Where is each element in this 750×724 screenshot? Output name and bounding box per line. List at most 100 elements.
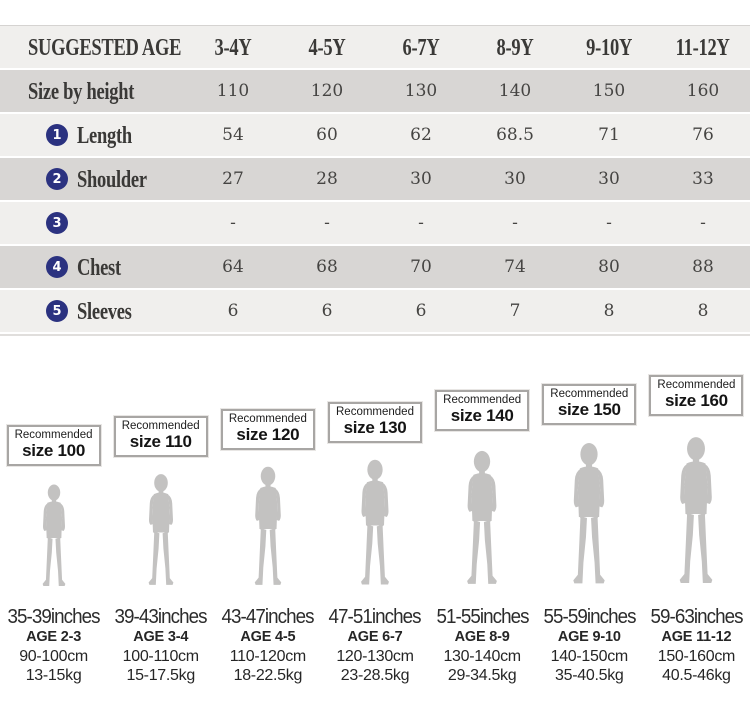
- recommended-size-box: Recommended size 140: [435, 390, 530, 431]
- table-cell: 6: [415, 301, 427, 321]
- inches-range: 51-55inches: [436, 606, 529, 628]
- recommended-size-box: Recommended size 160: [649, 375, 744, 416]
- inches-range: 39-43inches: [114, 606, 208, 628]
- label-column-size-130: 47-51inches AGE 6-7 120-130cm 23-28.5kg: [321, 606, 428, 685]
- age-range: AGE 3-4: [133, 629, 189, 645]
- table-row-sleeves: 5 Sleeves 6 6 6 7 8 8: [0, 290, 750, 332]
- table-row-shoulder: 2 Shoulder 27 28 30 30 30 33: [0, 158, 750, 200]
- row-label: Length: [77, 120, 132, 149]
- table-row-chest: 4 Chest 64 68 70 74 80 88: [0, 246, 750, 288]
- row-number-badge: 1: [46, 124, 68, 146]
- table-cell: 6: [227, 301, 239, 321]
- row-label-cell: 2 Shoulder: [0, 164, 186, 193]
- recommended-size-box: Recommended size 130: [327, 402, 422, 443]
- table-cell: -: [230, 213, 236, 233]
- row-label-cell: 1 Length: [0, 120, 186, 149]
- weight-range-kg: 18-22.5kg: [233, 667, 303, 684]
- size-guide-figures: Recommended size 100 Recommended size 11…: [0, 373, 750, 599]
- label-column-size-140: 51-55inches AGE 8-9 130-140cm 29-34.5kg: [429, 606, 536, 685]
- label-column-size-110: 39-43inches AGE 3-4 100-110cm 15-17.5kg: [107, 606, 214, 685]
- size-guide-labels: 35-39inches AGE 2-3 90-100cm 13-15kg 39-…: [0, 606, 750, 685]
- label-column-size-160: 59-63inches AGE 11-12 150-160cm 40.5-46k…: [643, 606, 750, 685]
- inches-range: 47-51inches: [328, 606, 422, 628]
- age-range: AGE 8-9: [454, 629, 510, 645]
- table-cell: 33: [692, 169, 714, 189]
- row-label-cell: Size by height: [0, 76, 186, 105]
- label-column-size-120: 43-47inches AGE 4-5 110-120cm 18-22.5kg: [214, 606, 321, 685]
- table-cell: 80: [598, 257, 620, 277]
- table-cell: 110: [216, 81, 250, 101]
- table-cell: 76: [692, 125, 714, 145]
- label-column-size-150: 55-59inches AGE 9-10 140-150cm 35-40.5kg: [536, 606, 643, 685]
- table-cell: 60: [316, 125, 338, 145]
- row-label: Size by height: [28, 76, 135, 105]
- weight-range-kg: 15-17.5kg: [126, 667, 195, 684]
- table-header-row: SUGGESTED AGE 3-4Y 4-5Y 6-7Y 8-9Y 9-10Y …: [0, 26, 750, 68]
- table-cell: 68: [316, 257, 338, 277]
- recommended-size-box: Recommended size 120: [220, 409, 315, 450]
- table-cell: 28: [316, 169, 338, 189]
- table-cell: 27: [222, 169, 244, 189]
- inches-range: 35-39inches: [7, 606, 101, 628]
- label-column-size-100: 35-39inches AGE 2-3 90-100cm 13-15kg: [0, 606, 107, 685]
- table-row-3: 3 - - - - - -: [0, 202, 750, 244]
- table-cell: 30: [504, 169, 526, 189]
- weight-range-kg: 40.5-46kg: [662, 667, 731, 684]
- table-cell: 70: [410, 257, 432, 277]
- row-number-badge: 2: [46, 168, 68, 190]
- figure-column-size-120: Recommended size 120: [214, 373, 321, 599]
- table-cell: 8: [603, 301, 615, 321]
- row-label-cell: 5 Sleeves: [0, 297, 186, 324]
- table-cell: 30: [410, 169, 432, 189]
- age-column-header: 9-10Y: [586, 32, 632, 61]
- weight-range-kg: 29-34.5kg: [447, 667, 517, 684]
- size-chart-page: SUGGESTED AGE 3-4Y 4-5Y 6-7Y 8-9Y 9-10Y …: [0, 25, 750, 724]
- inches-range: 59-63inches: [650, 606, 743, 628]
- table-cell: 140: [498, 81, 532, 101]
- table-cell: 71: [598, 125, 620, 145]
- table-cell: 8: [697, 301, 709, 321]
- table-cell: 62: [410, 125, 432, 145]
- child-silhouette: [458, 449, 506, 593]
- suggested-age-label: SUGGESTED AGE: [28, 32, 182, 61]
- height-range-cm: 120-130cm: [336, 648, 414, 665]
- table-cell: -: [324, 213, 330, 233]
- table-cell: 6: [321, 301, 333, 321]
- row-label-cell: 3: [0, 212, 186, 234]
- inches-range: 55-59inches: [543, 606, 636, 628]
- figure-column-size-150: Recommended size 150: [536, 373, 643, 599]
- weight-range-kg: 13-15kg: [25, 667, 82, 684]
- row-label-cell: 4 Chest: [0, 252, 186, 281]
- child-silhouette: [246, 465, 289, 593]
- child-silhouette: [35, 483, 72, 593]
- table-row-length: 1 Length 54 60 62 68.5 71 76: [0, 114, 750, 156]
- table-cell: -: [418, 213, 424, 233]
- recommended-size-box: Recommended size 100: [6, 425, 101, 466]
- table-cell: -: [700, 213, 706, 233]
- table-cell: 7: [509, 301, 521, 321]
- row-label: Chest: [77, 252, 121, 281]
- row-number-badge: 3: [46, 212, 68, 234]
- row-label: Shoulder: [77, 164, 147, 193]
- table-cell: 68.5: [496, 125, 534, 145]
- figure-column-size-100: Recommended size 100: [0, 373, 107, 599]
- age-range: AGE 9-10: [557, 629, 621, 645]
- table-cell: 130: [404, 81, 438, 101]
- recommended-size-box: Recommended size 150: [542, 384, 637, 425]
- age-column-header: 11-12Y: [676, 32, 730, 61]
- height-range-cm: 110-120cm: [229, 648, 306, 665]
- age-column-header: 8-9Y: [496, 32, 534, 61]
- table-cell: -: [512, 213, 518, 233]
- recommended-size-box: Recommended size 110: [113, 416, 208, 457]
- table-cell: 54: [222, 125, 244, 145]
- child-silhouette: [141, 472, 181, 593]
- inches-range: 43-47inches: [221, 606, 315, 628]
- height-range-cm: 90-100cm: [19, 648, 88, 665]
- child-silhouette: [352, 458, 397, 593]
- age-range: AGE 6-7: [347, 629, 403, 645]
- age-column-header: 3-4Y: [214, 32, 252, 61]
- height-range-cm: 140-150cm: [550, 648, 629, 665]
- header-label-cell: SUGGESTED AGE: [0, 32, 186, 61]
- figure-column-size-140: Recommended size 140: [429, 373, 536, 599]
- row-number-badge: 5: [46, 300, 68, 322]
